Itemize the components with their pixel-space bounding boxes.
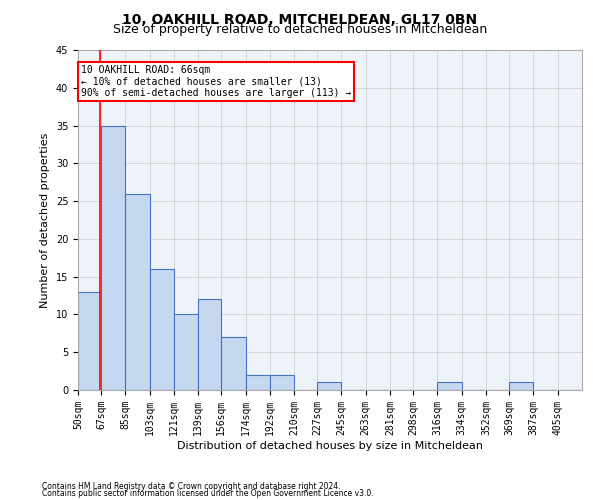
Y-axis label: Number of detached properties: Number of detached properties [40,132,50,308]
Bar [270,375,294,390]
Bar [78,292,101,390]
Bar [149,269,174,390]
Bar [221,337,245,390]
Text: Contains public sector information licensed under the Open Government Licence v3: Contains public sector information licen… [42,489,374,498]
X-axis label: Distribution of detached houses by size in Mitcheldean: Distribution of detached houses by size … [177,440,483,450]
Text: Contains HM Land Registry data © Crown copyright and database right 2024.: Contains HM Land Registry data © Crown c… [42,482,341,491]
Bar [125,194,149,390]
Text: 10 OAKHILL ROAD: 66sqm
← 10% of detached houses are smaller (13)
90% of semi-det: 10 OAKHILL ROAD: 66sqm ← 10% of detached… [80,66,351,98]
Bar [101,126,125,390]
Bar [509,382,533,390]
Bar [174,314,198,390]
Text: 10, OAKHILL ROAD, MITCHELDEAN, GL17 0BN: 10, OAKHILL ROAD, MITCHELDEAN, GL17 0BN [122,12,478,26]
Text: Size of property relative to detached houses in Mitcheldean: Size of property relative to detached ho… [113,22,487,36]
Bar [437,382,462,390]
Bar [198,300,221,390]
Bar [245,375,270,390]
Bar [317,382,341,390]
